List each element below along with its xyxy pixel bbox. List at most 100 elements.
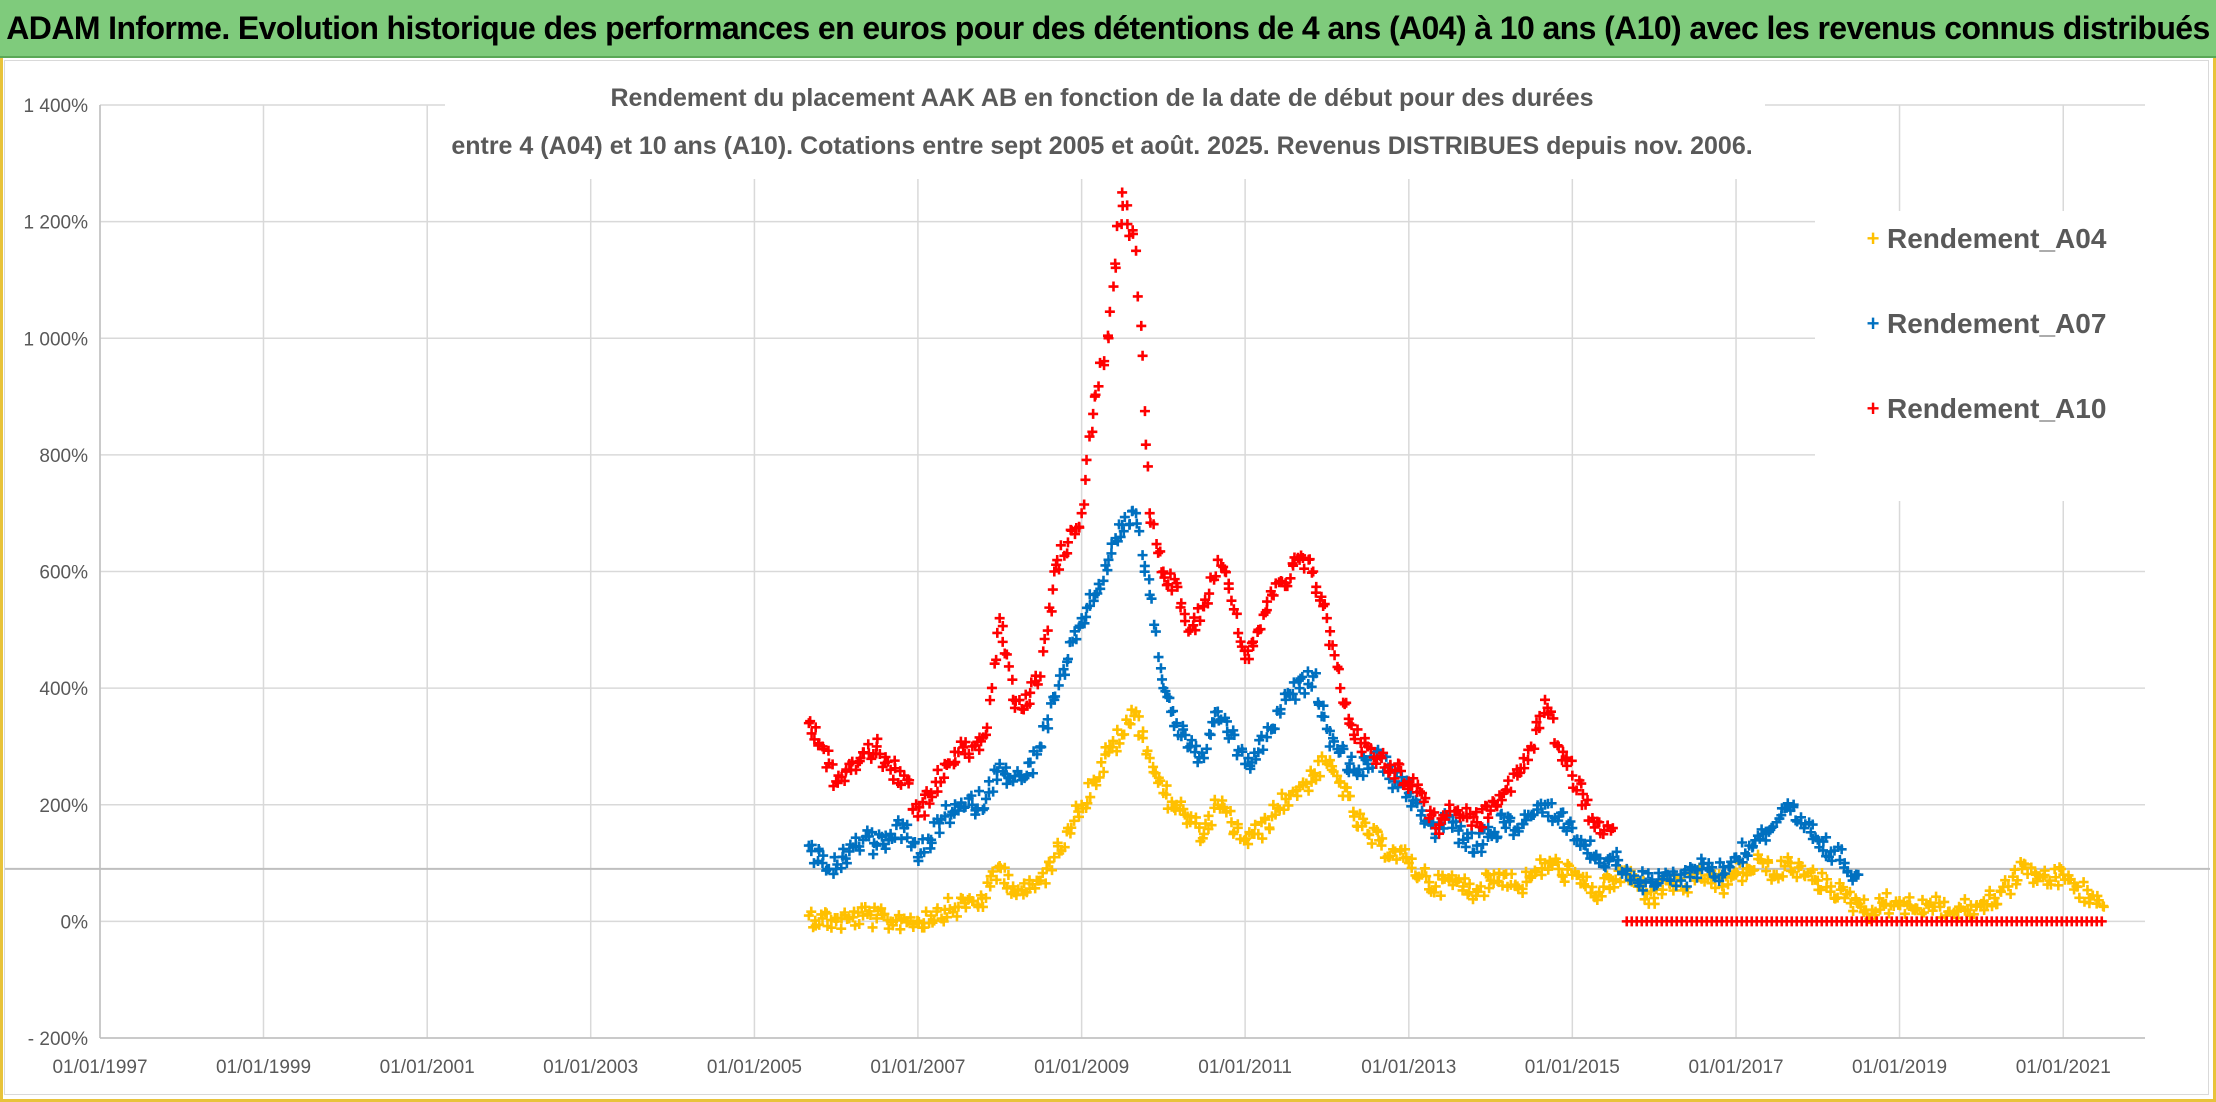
- point-a04: [1391, 854, 1402, 865]
- point-a07: [1106, 538, 1117, 549]
- point-a07: [1168, 706, 1179, 717]
- point-a04: [1384, 850, 1395, 861]
- point-a07: [1462, 833, 1473, 844]
- gridlines: [99, 104, 2145, 1039]
- point-a10: [1352, 724, 1363, 735]
- point-a07: [1081, 611, 1092, 622]
- point-a07: [1280, 694, 1291, 705]
- point-a07: [1328, 736, 1339, 747]
- point-a04: [1880, 898, 1891, 909]
- point-a04: [1429, 887, 1440, 898]
- x-tick-label: 01/01/2009: [1034, 1057, 1129, 1078]
- point-a07: [1119, 512, 1130, 523]
- point-a10: [1176, 598, 1187, 609]
- point-a04: [1226, 817, 1237, 828]
- point-a07: [960, 801, 971, 812]
- point-a04: [1777, 871, 1788, 882]
- point-a04: [1430, 881, 1441, 892]
- point-a07: [1310, 668, 1321, 679]
- point-a04: [1657, 884, 1668, 895]
- point-a07: [1236, 743, 1247, 754]
- point-a04: [1559, 876, 1570, 887]
- point-a07: [1025, 757, 1036, 768]
- point-a10: [1248, 641, 1259, 652]
- point-a04: [1019, 878, 1030, 889]
- point-a04: [1364, 829, 1375, 840]
- point-a04: [960, 902, 971, 913]
- point-a04: [879, 908, 890, 919]
- point-a10: [1081, 454, 1092, 465]
- point-a10: [1341, 697, 1352, 708]
- point-a07: [1198, 753, 1209, 764]
- point-a10: [1466, 820, 1477, 831]
- point-a07: [1042, 714, 1053, 725]
- point-a04: [1355, 808, 1366, 819]
- point-a10: [1519, 763, 1530, 774]
- point-a10: [1046, 606, 1057, 617]
- point-a10: [1503, 775, 1514, 786]
- point-a04: [2079, 896, 2090, 907]
- point-a10: [1103, 333, 1114, 344]
- point-a10: [1545, 706, 1556, 717]
- point-a04: [1596, 891, 1607, 902]
- point-a10: [1054, 564, 1065, 575]
- point-a04: [1176, 796, 1186, 807]
- point-a04: [865, 910, 876, 921]
- point-a04: [1931, 891, 1942, 902]
- point-a10: [1122, 219, 1133, 230]
- point-a10: [1110, 258, 1121, 269]
- point-a04: [821, 908, 832, 919]
- point-a10: [851, 764, 862, 775]
- point-a07: [1036, 742, 1047, 753]
- point-a04: [1782, 852, 1793, 863]
- point-a10: [1325, 626, 1336, 637]
- point-a10: [903, 778, 914, 789]
- point-a04: [2020, 859, 2031, 870]
- point-a10: [1288, 560, 1299, 571]
- point-a10: [1420, 793, 1431, 804]
- point-a07: [1805, 827, 1816, 838]
- point-a10: [1223, 583, 1234, 594]
- x-axis-ticks: 01/01/1997 01/01/1999 01/01/2001 01/01/2003…: [52, 1057, 2110, 1078]
- point-a10: [1035, 671, 1046, 682]
- point-a07: [1021, 770, 1032, 781]
- point-a04: [1912, 903, 1923, 914]
- point-a10: [1335, 683, 1346, 694]
- point-a10: [1483, 812, 1494, 823]
- point-a07: [1455, 821, 1466, 832]
- point-a07: [1212, 706, 1223, 717]
- point-a10: [1108, 281, 1119, 292]
- point-a10: [1210, 571, 1221, 582]
- point-a04: [1161, 789, 1172, 800]
- point-a10: [1316, 591, 1327, 602]
- point-a07: [1647, 874, 1658, 885]
- point-a07: [1346, 751, 1357, 762]
- point-a07: [1585, 835, 1596, 846]
- scatter-chart: - 200% 0% 200% 400% 600% 800% 1 000% 1 200% 1 40…: [5, 61, 2210, 1078]
- point-a07: [1742, 850, 1753, 861]
- point-a10: [1122, 200, 1133, 211]
- point-a10: [1216, 560, 1227, 571]
- point-a04: [1203, 810, 1214, 821]
- point-a07: [1295, 673, 1306, 684]
- point-a07: [1131, 508, 1142, 519]
- point-a07: [1043, 723, 1054, 734]
- x-tick-label: 01/01/2007: [870, 1057, 965, 1078]
- point-a07: [1201, 743, 1212, 754]
- point-a04: [932, 903, 943, 914]
- point-a07: [1338, 743, 1349, 754]
- point-a04: [926, 910, 937, 921]
- point-a04: [1883, 908, 1894, 919]
- point-a04: [2012, 875, 2023, 886]
- point-a10: [874, 748, 885, 759]
- point-a04: [1119, 729, 1130, 740]
- point-a10: [1165, 568, 1176, 579]
- point-a10: [1142, 461, 1153, 472]
- point-a04: [1848, 906, 1859, 917]
- point-a07: [1288, 677, 1299, 688]
- point-a07: [1250, 754, 1261, 765]
- x-tick-label: 01/01/1999: [216, 1057, 311, 1078]
- point-a07: [940, 800, 951, 811]
- legend-marker-a10: +: [1867, 396, 1880, 421]
- point-a10: [1131, 245, 1142, 256]
